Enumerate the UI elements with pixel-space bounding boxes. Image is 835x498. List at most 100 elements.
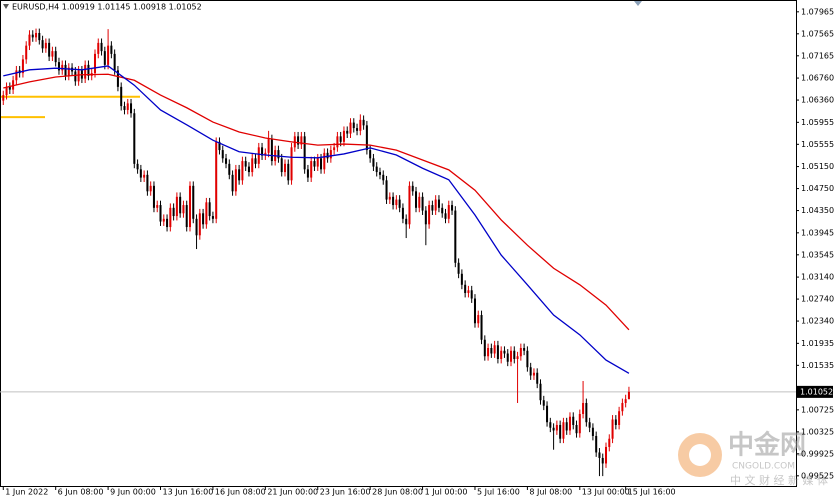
candle-body — [185, 205, 188, 228]
candle-body — [57, 62, 60, 71]
candle-body — [326, 152, 329, 159]
candle-body — [346, 130, 349, 134]
candle-body — [130, 103, 133, 114]
x-tick-label: 23 Jun 16:00 — [320, 488, 371, 497]
candle-body — [333, 147, 336, 151]
candle-body — [169, 207, 172, 228]
y-tick-label: 1.05150 — [801, 162, 834, 171]
candle-body — [234, 169, 237, 192]
candle-body — [595, 435, 598, 453]
candle-body — [588, 422, 591, 428]
y-tick-label: 1.01535 — [801, 361, 834, 370]
y-tick-label: 1.04750 — [801, 184, 834, 193]
scroll-marker[interactable] — [634, 1, 642, 6]
candle-body — [532, 372, 535, 376]
candle-body — [621, 402, 624, 412]
candle-body — [516, 356, 519, 360]
candle-body — [372, 158, 375, 167]
candle-body — [198, 213, 201, 236]
candle-body — [87, 64, 90, 76]
candle-body — [323, 152, 326, 170]
candle-body — [562, 422, 565, 439]
chart-title: EURUSD,H4 1.00919 1.01145 1.00918 1.0105… — [12, 3, 202, 12]
candle-body — [447, 205, 450, 219]
candle-body — [287, 163, 290, 181]
candle-body — [591, 427, 594, 436]
moving-average — [3, 73, 630, 331]
candle-body — [585, 402, 588, 423]
candle-body — [529, 367, 532, 376]
candle-body — [467, 290, 470, 294]
candle-body — [614, 419, 617, 425]
candle-body — [254, 158, 257, 164]
candle-body — [473, 298, 476, 324]
candle-body — [568, 416, 571, 431]
candle-body — [195, 218, 198, 236]
candle-body — [2, 95, 5, 101]
candle-body — [627, 391, 630, 400]
y-tick-label: 0.99925 — [801, 449, 834, 458]
y-tick-label: 0.99525 — [801, 471, 834, 480]
candle-body — [238, 169, 241, 181]
y-tick-label: 1.01935 — [801, 339, 834, 348]
candle-body — [352, 122, 355, 129]
y-tick-label: 1.05555 — [801, 140, 834, 149]
candle-body — [218, 141, 221, 151]
y-tick-label: 1.02740 — [801, 295, 834, 304]
candle-body — [424, 210, 427, 225]
candle-body — [388, 196, 391, 200]
candle-body — [211, 216, 214, 219]
candle-body — [546, 405, 549, 423]
candle-body — [162, 218, 165, 222]
candle-body — [241, 161, 244, 181]
candle-body — [21, 59, 24, 74]
candle-body — [159, 205, 162, 222]
y-tick-label: 1.07565 — [801, 29, 834, 38]
candle-body — [67, 67, 70, 76]
candle-body — [611, 419, 614, 439]
candle-body — [408, 185, 411, 225]
candle-body — [283, 163, 287, 173]
x-tick-label: 5 Jul 16:00 — [477, 488, 520, 497]
candle-body — [454, 210, 457, 263]
candle-body — [136, 163, 139, 170]
candle-body — [365, 125, 368, 151]
candle-body — [618, 411, 621, 425]
candle-body — [215, 141, 218, 219]
candle-body — [451, 205, 454, 211]
candle-body — [38, 32, 41, 41]
x-tick-label: 1 Jun 2022 — [5, 488, 48, 497]
candle-body — [336, 136, 339, 148]
candle-body — [54, 51, 57, 63]
menu-triangle[interactable] — [3, 4, 9, 9]
candle-body — [74, 71, 77, 82]
candle-body — [277, 150, 280, 159]
watermark-tagline: 中 文 财 经 新 媒 体 — [730, 473, 828, 487]
y-tick-label: 1.05955 — [801, 118, 834, 127]
y-tick-label: 1.07165 — [801, 51, 834, 60]
candle-body — [139, 169, 142, 178]
candle-body — [339, 136, 342, 142]
candle-body — [264, 152, 267, 156]
candle-body — [496, 345, 499, 360]
candle-body — [44, 42, 47, 49]
x-tick-label: 6 Jun 08:00 — [58, 488, 104, 497]
watermark-site: CNGOLD.COM — [732, 462, 795, 472]
candle-body — [601, 457, 604, 464]
candle-body — [202, 213, 205, 225]
candle-body — [120, 86, 123, 107]
y-tick-label: 1.06760 — [801, 74, 834, 83]
price-tag — [797, 385, 833, 398]
candle-body — [267, 139, 270, 153]
candle-body — [513, 350, 516, 360]
candle-body — [329, 150, 332, 159]
x-tick-label: 8 Jul 08:00 — [529, 488, 572, 497]
candle-body — [310, 161, 313, 178]
candle-body — [228, 163, 231, 175]
x-tick-label: 1 Jul 00:00 — [425, 488, 468, 497]
candle-body — [411, 185, 414, 192]
candle-body — [149, 185, 152, 192]
candle-body — [231, 174, 234, 192]
candle-body — [251, 158, 254, 173]
